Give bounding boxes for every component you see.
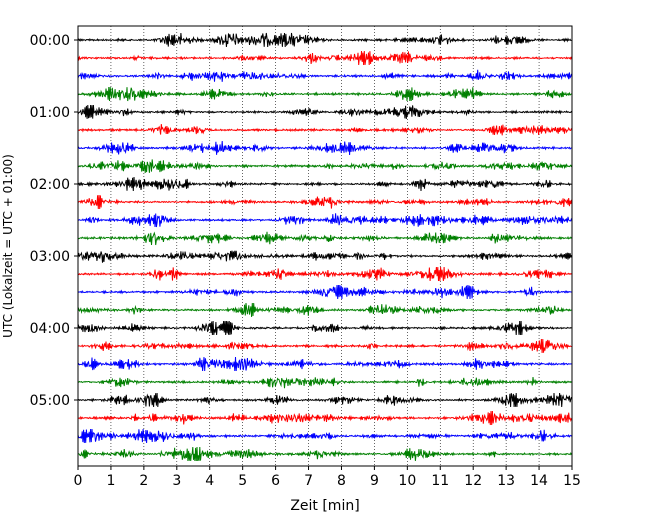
x-tick-label: 3 bbox=[172, 473, 181, 489]
y-tick-label: 05:00 bbox=[30, 393, 70, 409]
grid-lines bbox=[110, 26, 540, 466]
y-tick-label: 04:00 bbox=[30, 321, 70, 337]
trace-03-30 bbox=[77, 284, 572, 300]
trace-05-15 bbox=[77, 410, 572, 426]
x-axis-label: Zeit [min] bbox=[290, 498, 359, 514]
x-tick-label: 11 bbox=[431, 473, 449, 489]
trace-01-15 bbox=[77, 124, 572, 136]
trace-03-00 bbox=[77, 250, 572, 263]
trace-05-45 bbox=[77, 446, 572, 462]
trace-05-30 bbox=[77, 428, 572, 444]
trace-02-30 bbox=[78, 213, 572, 228]
x-tick-label: 0 bbox=[74, 473, 83, 489]
y-tick-label: 03:00 bbox=[30, 249, 70, 265]
x-tick-label: 7 bbox=[304, 473, 313, 489]
trace-00-00 bbox=[77, 32, 572, 48]
y-tick-label: 01:00 bbox=[30, 105, 70, 121]
y-tick-label: 02:00 bbox=[30, 177, 70, 193]
trace-00-45 bbox=[77, 86, 572, 102]
x-tick-label: 10 bbox=[398, 473, 416, 489]
x-tick-label: 8 bbox=[337, 473, 346, 489]
y-tick-label: 00:00 bbox=[30, 33, 70, 49]
y-axis-label: UTC (Lokalzeit = UTC + 01:00) bbox=[1, 154, 15, 338]
trace-01-30 bbox=[77, 140, 572, 156]
plot-area bbox=[78, 26, 572, 466]
x-tick-label: 2 bbox=[139, 473, 148, 489]
x-tick-label: 13 bbox=[497, 473, 515, 489]
x-tick-label: 9 bbox=[370, 473, 379, 489]
trace-04-45 bbox=[77, 377, 572, 389]
x-tick-label: 15 bbox=[563, 473, 581, 489]
trace-group bbox=[77, 32, 572, 462]
x-tick-label: 1 bbox=[106, 473, 115, 489]
trace-00-30 bbox=[77, 69, 572, 82]
trace-04-15 bbox=[77, 338, 572, 354]
x-axis-ticks: 0 1 2 3 4 5 6 7 8 9 10 11 12 13 14 15 bbox=[74, 466, 581, 489]
trace-00-15 bbox=[77, 50, 572, 66]
x-tick-label: 6 bbox=[271, 473, 280, 489]
plot-frame bbox=[77, 25, 573, 467]
trace-02-15 bbox=[77, 194, 572, 210]
x-tick-label: 12 bbox=[464, 473, 482, 489]
trace-01-00 bbox=[77, 104, 572, 120]
trace-04-30 bbox=[77, 356, 572, 372]
y-axis-ticks: 00:00 01:00 02:00 03:00 04:00 05:00 bbox=[30, 33, 78, 409]
x-tick-label: 14 bbox=[530, 473, 548, 489]
trace-02-45 bbox=[77, 231, 572, 246]
trace-03-15 bbox=[77, 266, 572, 282]
trace-01-45 bbox=[77, 159, 572, 174]
trace-02-00 bbox=[77, 176, 572, 192]
trace-05-00 bbox=[77, 392, 572, 408]
trace-04-00 bbox=[77, 320, 572, 336]
x-tick-label: 4 bbox=[205, 473, 214, 489]
x-tick-label: 5 bbox=[238, 473, 247, 489]
trace-03-45 bbox=[77, 302, 572, 318]
